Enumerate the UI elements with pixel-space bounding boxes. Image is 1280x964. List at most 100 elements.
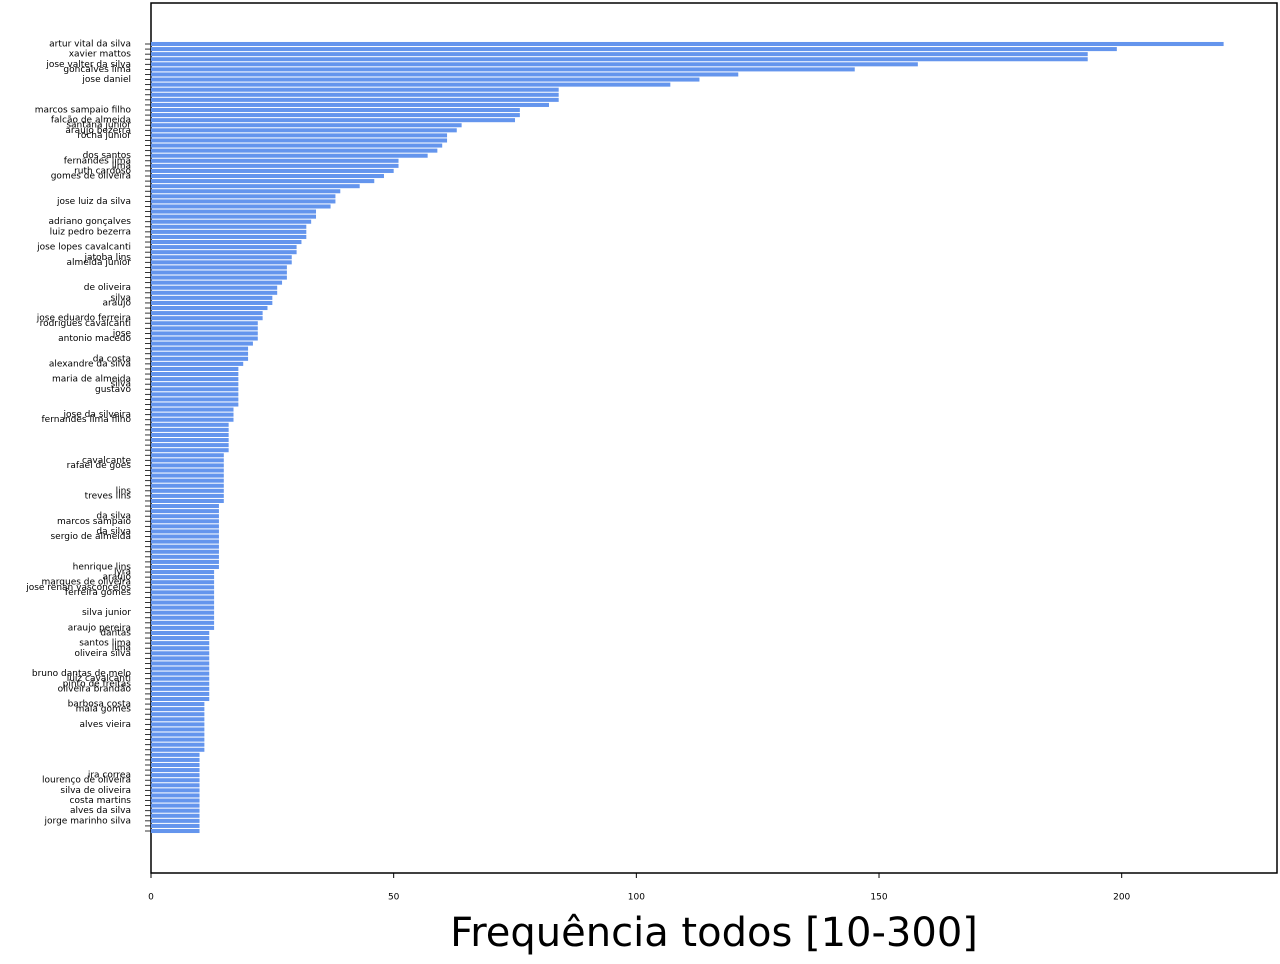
bar xyxy=(151,666,210,671)
bar xyxy=(151,691,210,696)
bar xyxy=(151,722,205,727)
bar xyxy=(151,636,210,641)
bar xyxy=(151,732,205,737)
y-tick-label: lima xyxy=(112,644,131,654)
bar xyxy=(151,504,219,509)
y-tick-label: silva de oliveira xyxy=(60,786,131,796)
bar xyxy=(151,549,219,554)
bar xyxy=(151,326,258,331)
bar xyxy=(151,158,399,163)
bar xyxy=(151,133,448,138)
bar xyxy=(151,351,249,356)
y-tick-label: falcão de almeida xyxy=(51,116,131,126)
y-tick-label: jose valter da silva xyxy=(45,60,131,70)
bar xyxy=(151,41,1224,47)
bar xyxy=(151,778,200,783)
y-tick-label: santana junior xyxy=(66,121,131,131)
y-tick-label: ira correa xyxy=(88,771,131,781)
y-tick-label: jose luiz da silva xyxy=(56,197,131,207)
bar xyxy=(151,712,205,717)
y-tick-label: lima xyxy=(112,161,131,171)
bar xyxy=(151,742,205,747)
bar xyxy=(151,747,205,752)
y-tick-label: luiz pedro bezerra xyxy=(50,227,131,237)
bar xyxy=(151,432,229,437)
y-tick-label: ruth cardoso xyxy=(74,166,131,176)
y-tick-label: araujo xyxy=(103,573,132,583)
y-tick-label: oliveira brandão xyxy=(58,684,132,694)
y-tick-label: lourenço de oliveira xyxy=(42,776,131,786)
bar xyxy=(151,250,297,255)
bar xyxy=(151,656,210,661)
bar xyxy=(151,524,219,529)
bar xyxy=(151,407,234,412)
y-tick-label: adriano gonçalves xyxy=(49,217,132,227)
bar xyxy=(151,823,200,828)
bar xyxy=(151,610,215,615)
bar xyxy=(151,275,287,280)
bar xyxy=(151,402,239,407)
bar xyxy=(151,245,297,250)
bar xyxy=(151,686,210,691)
bar xyxy=(151,392,239,397)
x-tick-label: 50 xyxy=(388,893,400,903)
x-axis-label: Frequência todos [10-300] xyxy=(450,910,978,956)
y-tick-label: goncalves lima xyxy=(63,65,131,75)
bar xyxy=(151,702,205,707)
bar xyxy=(151,234,307,239)
bar xyxy=(151,280,283,285)
bar xyxy=(151,346,249,351)
bar xyxy=(151,72,739,77)
bar xyxy=(151,336,258,341)
bar xyxy=(151,87,559,92)
bar xyxy=(151,331,258,336)
bar xyxy=(151,417,234,422)
bar xyxy=(151,270,287,275)
bar xyxy=(151,509,219,514)
x-tick-label: 150 xyxy=(870,893,887,903)
y-tick-label: alves vieira xyxy=(79,720,131,730)
bar xyxy=(151,813,200,818)
y-tick-label: gomes de oliveira xyxy=(51,172,131,182)
bar xyxy=(151,265,287,270)
y-tick-label: alexandre da silva xyxy=(49,359,131,369)
bar xyxy=(151,113,520,118)
bar xyxy=(151,123,462,128)
bar xyxy=(151,316,263,321)
bar xyxy=(151,189,341,194)
y-tick-label: luiz cavalcanti xyxy=(67,674,131,684)
bar xyxy=(151,397,239,402)
plot-frame xyxy=(150,2,1278,874)
bar xyxy=(151,590,215,595)
bar xyxy=(151,102,549,107)
bar xyxy=(151,630,210,636)
bar xyxy=(151,580,215,585)
y-tick-label: gustavo xyxy=(95,385,131,395)
bar xyxy=(151,62,918,67)
bar xyxy=(151,473,224,478)
y-tick-label: alves da silva xyxy=(70,806,131,816)
bar xyxy=(151,498,224,503)
bar xyxy=(151,773,200,778)
y-tick-label: silva junior xyxy=(82,608,131,618)
bar xyxy=(151,818,200,823)
bar xyxy=(151,377,239,382)
bar xyxy=(151,585,215,590)
bar xyxy=(151,341,253,346)
bar xyxy=(151,82,671,87)
bar xyxy=(151,544,219,549)
bar xyxy=(151,224,307,229)
y-tick-label: da silva xyxy=(96,527,131,537)
bar xyxy=(151,641,210,646)
bar xyxy=(151,143,443,148)
y-tick-label: marcos sampaio filho xyxy=(35,106,132,116)
bar xyxy=(151,661,210,666)
bar xyxy=(151,199,336,204)
bar xyxy=(151,57,1088,62)
y-tick-label: rocha junior xyxy=(77,131,131,141)
y-tick-label: xavier mattos xyxy=(69,50,132,60)
bar xyxy=(151,295,273,300)
y-tick-label: maia gomes xyxy=(76,705,132,715)
bar xyxy=(151,184,360,189)
bar xyxy=(151,47,1117,52)
